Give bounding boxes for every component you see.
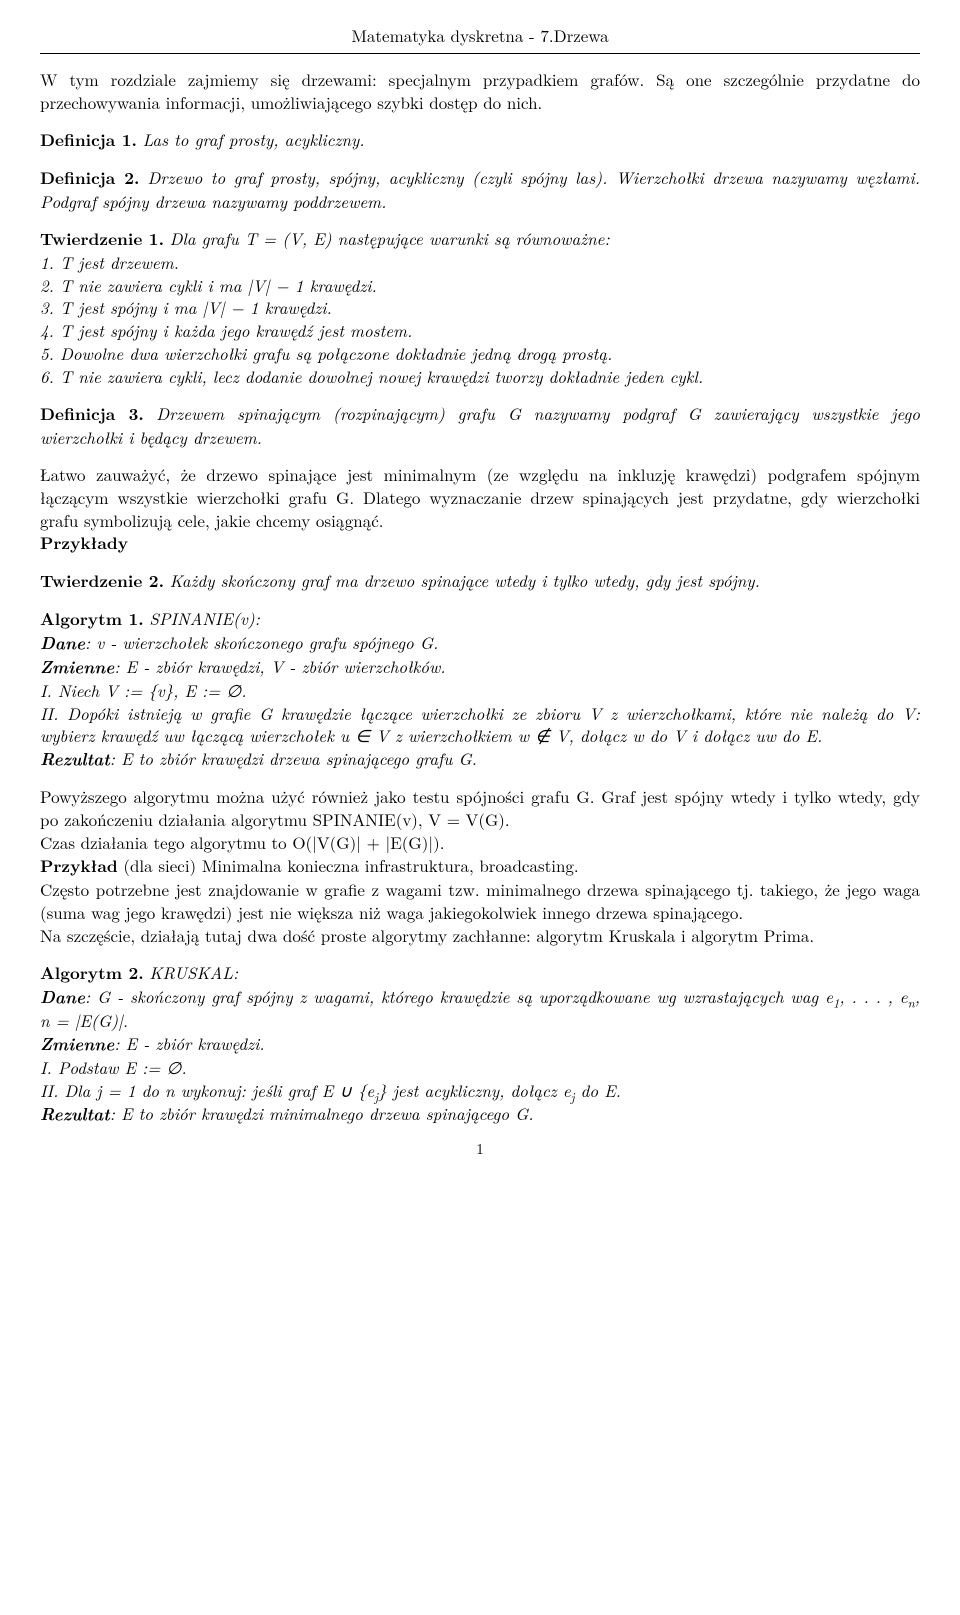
algorithm-2-rezultat-label: Rezultat	[40, 1102, 110, 1126]
algorithm-1-rezultat-label: Rezultat	[40, 747, 110, 771]
theorem-2: Twierdzenie 2. Każdy skończony graf ma d…	[40, 569, 920, 593]
theorem-1-label: Twierdzenie 1.	[40, 227, 164, 251]
definition-2: Definicja 2. Drzewo to graf prosty, spój…	[40, 166, 920, 213]
algorithm-2-step-1: I. Podstaw E := ∅.	[40, 1055, 187, 1079]
intro-paragraph: W tym rozdziale zajmiemy się drzewami: s…	[40, 68, 920, 114]
algorithm-2-dane-text-b: , . . . , e	[839, 984, 907, 1008]
definition-1: Definicja 1. Las to graf prosty, acyklic…	[40, 128, 920, 152]
theorem-1-item-3: 3. T jest spójny i ma |V| − 1 krawędzi.	[40, 296, 920, 319]
przyklady-label: Przykłady	[40, 532, 920, 555]
theorem-2-label: Twierdzenie 2.	[40, 569, 164, 593]
definition-1-label: Definicja 1.	[40, 128, 137, 152]
algorithm-2-step-2b: } jest acykliczny, dołącz e	[378, 1078, 571, 1102]
header-rule	[40, 53, 920, 54]
theorem-1-intro: Dla grafu T = (V, E) następujące warunki…	[170, 226, 610, 250]
algorithm-1: Algorytm 1. SPINANIE(v): Dane: v - wierz…	[40, 607, 920, 772]
algorithm-1-dane-label: Dane	[40, 631, 85, 655]
algorithm-2-name: KRUSKAL:	[149, 960, 238, 984]
definition-3: Definicja 3. Drzewem spinającym (rozpina…	[40, 402, 920, 449]
algorithm-2-rezultat-text: : E to zbiór krawędzi minimalnego drzewa…	[110, 1101, 534, 1125]
theorem-1-item-2: 2. T nie zawiera cykli i ma |V| − 1 kraw…	[40, 274, 920, 297]
easy-paragraph: Łatwo zauważyć, że drzewo spinające jest…	[40, 463, 920, 532]
algorithm-1-step-2: II. Dopóki istnieją w grafie G krawędzie…	[40, 701, 920, 748]
theorem-1-item-5: 5. Dowolne dwa wierzchołki grafu są połą…	[40, 342, 920, 365]
algorithm-1-dane-text: : v - wierzchołek skończonego grafu spój…	[85, 630, 438, 654]
algorithm-2-label: Algorytm 2.	[40, 961, 144, 985]
theorem-1-item-1: 1. T jest drzewem.	[40, 251, 920, 274]
post-alg1-p3: Często potrzebne jest znajdowanie w graf…	[40, 877, 920, 924]
algorithm-1-rezultat-text: : E to zbiór krawędzi drzewa spinającego…	[110, 746, 477, 770]
page-header: Matematyka dyskretna - 7.Drzewa	[40, 24, 920, 47]
page-number: 1	[40, 1139, 920, 1159]
post-alg1-p1: Powyższego algorytmu można użyć również …	[40, 784, 920, 831]
definition-2-label: Definicja 2.	[40, 166, 139, 190]
sub-n: n	[908, 993, 915, 1011]
theorem-1: Twierdzenie 1. Dla grafu T = (V, E) nast…	[40, 227, 920, 389]
algorithm-2: Algorytm 2. KRUSKAL: Dane: G - skończony…	[40, 961, 920, 1126]
theorem-2-text: Każdy skończony graf ma drzewo spinające…	[170, 568, 760, 592]
definition-3-label: Definicja 3.	[40, 402, 144, 426]
przyklad-label: Przykład	[40, 854, 118, 878]
algorithm-2-step-2a: II. Dla j = 1 do n wykonuj: jeśli graf E…	[40, 1078, 374, 1102]
algorithm-1-step-1: I. Niech V := {v}, E := ∅.	[40, 678, 246, 702]
algorithm-2-zmienne-label: Zmienne	[40, 1032, 114, 1056]
definition-1-text: Las to graf prosty, acykliczny.	[143, 127, 365, 151]
algorithm-1-zmienne-label: Zmienne	[40, 655, 114, 679]
post-alg1-p2: Czas działania tego algorytmu to O(|V(G)…	[40, 830, 444, 854]
page-title: Matematyka dyskretna - 7.Drzewa	[351, 23, 608, 47]
algorithm-2-dane-label: Dane	[40, 985, 85, 1009]
algorithm-1-label: Algorytm 1.	[40, 607, 144, 631]
post-alg1-p4: Na szczęście, działają tutaj dwa dość pr…	[40, 923, 814, 947]
algorithm-2-dane-text-a: : G - skończony graf spójny z wagami, kt…	[85, 984, 833, 1008]
algorithm-1-name: SPINANIE(v):	[149, 606, 260, 630]
przyklad-text: (dla sieci) Minimalna konieczna infrastr…	[118, 853, 579, 877]
definition-2-text: Drzewo to graf prosty, spójny, acykliczn…	[40, 165, 920, 213]
definition-3-text: Drzewem spinającym (rozpinającym) grafu …	[40, 401, 920, 449]
post-algorithm-1: Powyższego algorytmu można użyć również …	[40, 785, 920, 947]
theorem-1-item-4: 4. T jest spójny i każda jego krawędź je…	[40, 319, 920, 342]
algorithm-1-zmienne-text: : E - zbiór krawędzi, V - zbiór wierzcho…	[114, 654, 445, 678]
algorithm-2-step-2c: do E.	[575, 1078, 621, 1102]
theorem-1-item-6: 6. T nie zawiera cykli, lecz dodanie dow…	[40, 365, 920, 388]
algorithm-2-zmienne-text: : E - zbiór krawędzi.	[114, 1031, 264, 1055]
